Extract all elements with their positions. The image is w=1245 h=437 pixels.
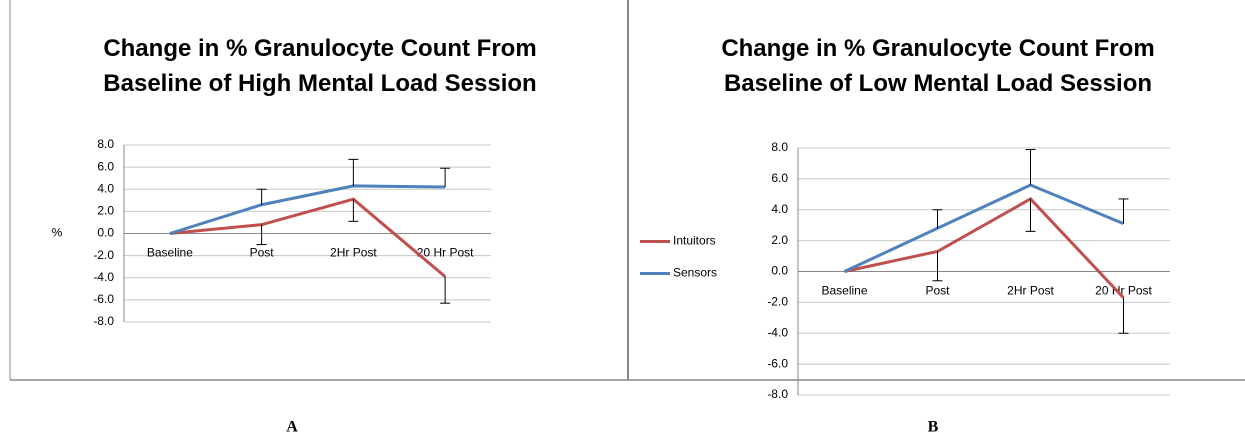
x-tick-label: 2Hr Post bbox=[330, 246, 377, 260]
y-tick-label: 8.0 bbox=[97, 137, 114, 151]
y-tick-label: 4.0 bbox=[771, 202, 788, 216]
y-tick-label: 0.0 bbox=[771, 264, 788, 278]
line bbox=[169, 197, 447, 278]
y-tick-label: 0.0 bbox=[97, 226, 114, 240]
panel-label: B bbox=[928, 419, 939, 436]
y-tick-label: -8.0 bbox=[93, 314, 114, 328]
x-tick-label: Post bbox=[925, 284, 950, 298]
x-tick-label: Baseline bbox=[147, 246, 193, 260]
y-tick-label: 8.0 bbox=[771, 140, 788, 154]
x-tick-label: Post bbox=[250, 246, 275, 260]
y-tick-label: -8.0 bbox=[767, 387, 788, 401]
y-tick-label: 6.0 bbox=[771, 171, 788, 185]
y-axis-label: % bbox=[52, 226, 63, 240]
panel-label: A bbox=[286, 419, 298, 436]
y-tick-label: 6.0 bbox=[97, 159, 114, 173]
line bbox=[844, 197, 1125, 299]
y-tick-label: -4.0 bbox=[767, 325, 788, 339]
chart-title: Change in % Granulocyte Count From Baseli… bbox=[721, 35, 1154, 97]
x-tick-label: 20 Hr Post bbox=[1095, 284, 1152, 298]
y-tick-label: -4.0 bbox=[93, 270, 114, 284]
x-tick-label: 20 Hr Post bbox=[417, 246, 474, 260]
y-tick-label: -2.0 bbox=[767, 295, 788, 309]
y-tick-label: -2.0 bbox=[93, 248, 114, 262]
legend-label: Intuitors bbox=[673, 234, 716, 248]
y-tick-label: 4.0 bbox=[97, 181, 114, 195]
legend-label: Sensors bbox=[673, 266, 717, 280]
y-tick-label: -6.0 bbox=[767, 356, 788, 370]
x-tick-label: Baseline bbox=[821, 284, 867, 298]
chart-title: Change in % Granulocyte Count From Baseli… bbox=[103, 35, 536, 97]
y-tick-label: 2.0 bbox=[97, 204, 114, 218]
line bbox=[843, 183, 1125, 273]
y-tick-label: -6.0 bbox=[93, 292, 114, 306]
line bbox=[169, 184, 446, 235]
x-tick-label: 2Hr Post bbox=[1007, 284, 1054, 298]
y-tick-label: 2.0 bbox=[771, 233, 788, 247]
